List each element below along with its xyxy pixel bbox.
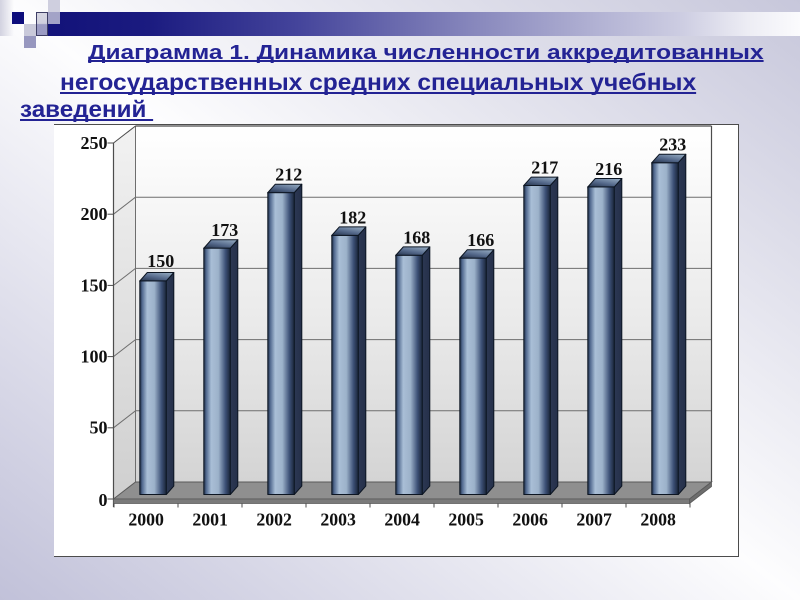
svg-text:2007: 2007	[576, 510, 612, 530]
svg-text:2001: 2001	[192, 510, 228, 530]
svg-text:50: 50	[90, 418, 108, 438]
svg-text:168: 168	[403, 227, 430, 247]
svg-text:212: 212	[275, 165, 302, 185]
svg-text:2004: 2004	[384, 510, 420, 530]
svg-text:200: 200	[81, 204, 108, 224]
svg-text:182: 182	[339, 207, 366, 227]
svg-text:2000: 2000	[128, 510, 164, 530]
svg-text:2002: 2002	[256, 510, 292, 530]
svg-text:216: 216	[595, 159, 622, 179]
svg-text:166: 166	[467, 230, 494, 250]
svg-text:2003: 2003	[320, 510, 356, 530]
svg-text:100: 100	[81, 347, 108, 367]
svg-text:0: 0	[99, 490, 108, 510]
svg-text:2005: 2005	[448, 510, 484, 530]
svg-text:173: 173	[211, 220, 238, 240]
svg-text:250: 250	[81, 133, 108, 153]
svg-text:150: 150	[81, 275, 108, 295]
svg-text:2008: 2008	[640, 510, 676, 530]
svg-text:217: 217	[531, 157, 558, 177]
svg-text:150: 150	[147, 251, 174, 271]
svg-text:2006: 2006	[512, 510, 548, 530]
svg-text:233: 233	[659, 135, 686, 155]
